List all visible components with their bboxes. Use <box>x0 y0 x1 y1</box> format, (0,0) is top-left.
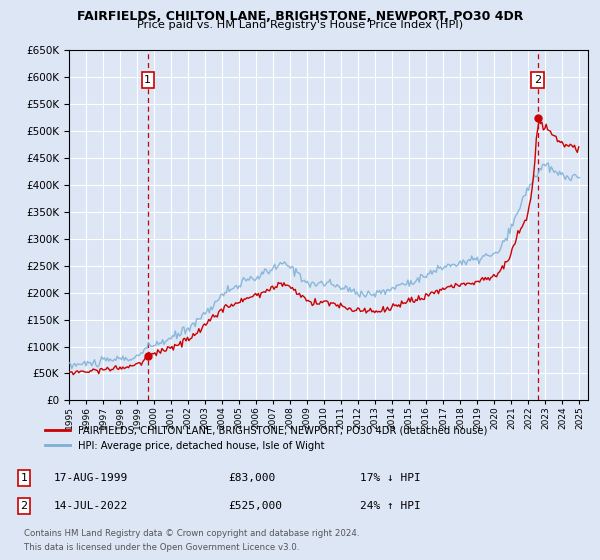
Text: 2: 2 <box>20 501 28 511</box>
Text: This data is licensed under the Open Government Licence v3.0.: This data is licensed under the Open Gov… <box>24 543 299 552</box>
Text: 1: 1 <box>144 75 151 85</box>
Text: 14-JUL-2022: 14-JUL-2022 <box>54 501 128 511</box>
Text: Price paid vs. HM Land Registry's House Price Index (HPI): Price paid vs. HM Land Registry's House … <box>137 20 463 30</box>
Text: 17-AUG-1999: 17-AUG-1999 <box>54 473 128 483</box>
Text: £83,000: £83,000 <box>228 473 275 483</box>
Text: 24% ↑ HPI: 24% ↑ HPI <box>360 501 421 511</box>
Text: £525,000: £525,000 <box>228 501 282 511</box>
Text: Contains HM Land Registry data © Crown copyright and database right 2024.: Contains HM Land Registry data © Crown c… <box>24 529 359 538</box>
Text: 2: 2 <box>534 75 541 85</box>
Text: 1: 1 <box>20 473 28 483</box>
Text: 17% ↓ HPI: 17% ↓ HPI <box>360 473 421 483</box>
Legend: FAIRFIELDS, CHILTON LANE, BRIGHSTONE, NEWPORT, PO30 4DR (detached house), HPI: A: FAIRFIELDS, CHILTON LANE, BRIGHSTONE, NE… <box>41 422 491 455</box>
Text: FAIRFIELDS, CHILTON LANE, BRIGHSTONE, NEWPORT, PO30 4DR: FAIRFIELDS, CHILTON LANE, BRIGHSTONE, NE… <box>77 10 523 23</box>
